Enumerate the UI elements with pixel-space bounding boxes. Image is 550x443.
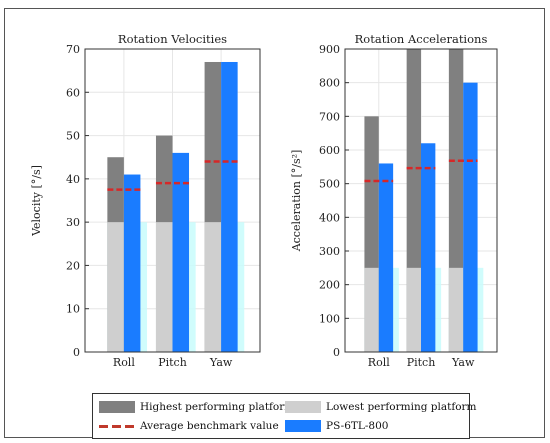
y-tick-label: 30 <box>66 216 80 229</box>
bar-ps6tl800 <box>172 152 190 352</box>
legend-item-average: Average benchmark value <box>99 418 279 434</box>
x-tick-label: Roll <box>368 356 390 369</box>
y-tick-label: 400 <box>319 211 340 224</box>
bar-lowest <box>364 267 379 352</box>
legend-label-average: Average benchmark value <box>140 420 279 432</box>
y-tick-label: 200 <box>319 279 340 292</box>
x-tick-label: Yaw <box>209 356 233 369</box>
y-tick-label: 40 <box>66 173 80 186</box>
y-tick-label: 500 <box>319 178 340 191</box>
x-tick-label: Roll <box>113 356 135 369</box>
bar-lowest <box>406 267 421 352</box>
y-axis-label: Velocity [°/s] <box>30 165 43 237</box>
x-tick-label: Pitch <box>158 356 187 369</box>
y-tick-label: 700 <box>319 110 340 123</box>
legend-item-lowest: Lowest performing platform <box>285 399 477 415</box>
y-tick-label: 70 <box>66 43 80 56</box>
chart-title: Rotation Accelerations <box>355 32 488 46</box>
x-tick-label: Yaw <box>451 356 475 369</box>
bar-lowest <box>204 222 222 352</box>
x-tick-label: Pitch <box>407 356 436 369</box>
y-tick-label: 800 <box>319 77 340 90</box>
y-tick-label: 10 <box>66 303 80 316</box>
bar-ps6tl800 <box>463 82 478 353</box>
y-tick-label: 20 <box>66 259 80 272</box>
y-tick-label: 50 <box>66 130 80 143</box>
charts-canvas: Roll Pitch Yaw 0 10 20 30 40 50 60 70 Rotation Velo… <box>30 32 498 369</box>
bar-ps6tl800 <box>421 143 436 352</box>
y-tick-label: 100 <box>319 312 340 325</box>
legend-item-highest: Highest performing platform <box>99 399 294 415</box>
legend-swatch-highest <box>99 401 135 413</box>
y-tick-label: 900 <box>319 43 340 56</box>
legend-label-highest: Highest performing platform <box>140 401 295 413</box>
chart-velocity: Roll Pitch Yaw 0 10 20 30 40 50 60 70 Rotation Velo… <box>30 32 261 369</box>
y-axis-label: Acceleration [°/s²] <box>290 150 303 253</box>
chart-title: Rotation Velocities <box>118 32 227 46</box>
axes-box <box>344 48 498 353</box>
bar-lowest <box>107 222 124 352</box>
y-tick-label: 0 <box>73 346 80 359</box>
bar-lowest <box>155 222 173 352</box>
legend: Highest performing platform Lowest perfo… <box>92 393 477 439</box>
legend-swatch-lowest <box>285 401 321 413</box>
y-tick-label: 0 <box>333 346 340 359</box>
bar-ps6tl800 <box>221 61 238 352</box>
legend-label-ps: PS-6TL-800 <box>326 420 389 432</box>
legend-label-lowest: Lowest performing platform <box>326 401 477 413</box>
figure-frame: Roll Pitch Yaw 0 10 20 30 40 50 60 70 Rotation Velo… <box>4 8 545 439</box>
y-tick-label: 60 <box>66 86 80 99</box>
y-tick-label: 600 <box>319 144 340 157</box>
legend-item-ps: PS-6TL-800 <box>285 418 388 434</box>
axes-box <box>84 48 261 353</box>
legend-swatch-average <box>99 420 135 432</box>
y-tick-label: 300 <box>319 245 340 258</box>
chart-acceleration: Roll Pitch Yaw 0 100 200 300 400 500 600 700 800 900… <box>290 32 498 369</box>
bar-ps6tl800 <box>378 163 394 352</box>
bar-ps6tl800 <box>123 174 141 352</box>
legend-swatch-ps <box>285 420 321 432</box>
bar-lowest <box>448 267 464 352</box>
